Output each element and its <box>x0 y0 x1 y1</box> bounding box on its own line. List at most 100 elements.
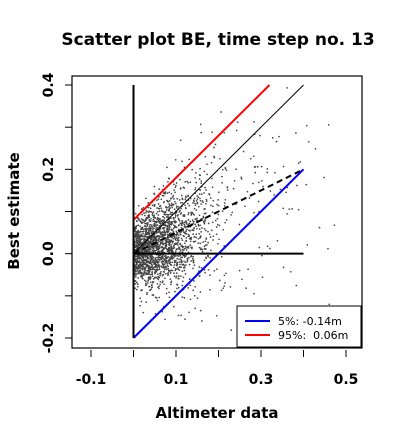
data-point <box>175 272 178 274</box>
data-point <box>238 269 241 272</box>
data-point <box>181 284 184 287</box>
data-point <box>188 222 191 225</box>
data-point <box>307 140 310 143</box>
data-point <box>176 197 179 200</box>
data-point <box>260 165 263 168</box>
data-point <box>199 199 202 202</box>
data-point <box>182 245 185 248</box>
data-point <box>217 199 219 201</box>
data-point <box>183 269 186 272</box>
data-point <box>190 260 192 262</box>
data-point <box>273 194 276 196</box>
data-point <box>142 256 145 259</box>
data-point <box>199 123 202 126</box>
data-point <box>151 212 154 215</box>
data-point <box>189 284 192 287</box>
data-point <box>269 190 272 192</box>
data-point <box>318 226 321 229</box>
data-point <box>172 203 175 206</box>
y-tick-label: -0.2 <box>41 323 57 354</box>
data-point <box>291 208 293 210</box>
data-point <box>178 234 180 236</box>
data-point <box>134 255 137 258</box>
data-point <box>173 183 175 186</box>
data-point <box>160 245 163 248</box>
data-point <box>169 278 172 280</box>
data-point <box>176 257 179 260</box>
data-point <box>185 239 188 242</box>
data-point <box>192 240 195 243</box>
data-point <box>204 186 206 189</box>
data-point <box>159 254 162 257</box>
data-point <box>181 197 184 200</box>
data-point <box>167 224 169 227</box>
data-point <box>158 235 160 238</box>
data-point <box>295 132 297 134</box>
data-point <box>173 275 176 277</box>
data-point <box>209 288 211 291</box>
data-point <box>168 191 171 194</box>
data-point <box>142 277 144 280</box>
data-point <box>139 267 142 270</box>
data-point <box>145 282 147 285</box>
data-point <box>172 305 175 308</box>
data-point <box>253 121 255 123</box>
data-point <box>174 186 177 189</box>
data-point <box>134 283 137 285</box>
data-point <box>168 220 171 222</box>
data-point <box>184 204 186 207</box>
data-point <box>154 259 157 261</box>
data-point <box>156 207 158 209</box>
data-point <box>191 219 194 221</box>
data-point <box>165 266 168 269</box>
data-point <box>162 270 165 273</box>
data-point <box>148 231 150 233</box>
data-point <box>136 285 139 288</box>
data-point <box>271 137 274 139</box>
data-point <box>192 255 194 258</box>
data-point <box>181 219 183 222</box>
data-point <box>140 263 143 266</box>
data-point <box>218 238 220 241</box>
data-point <box>178 269 181 272</box>
data-point <box>192 259 194 262</box>
data-point <box>172 266 175 269</box>
data-point <box>168 226 171 229</box>
data-point <box>189 197 192 200</box>
data-point <box>165 231 167 234</box>
data-point <box>211 221 214 224</box>
data-point <box>200 182 203 184</box>
data-point <box>136 220 138 222</box>
data-point <box>168 258 171 261</box>
data-point <box>161 254 164 257</box>
data-point <box>158 205 161 208</box>
data-point <box>218 224 221 227</box>
data-point <box>224 221 226 224</box>
data-point <box>217 191 220 194</box>
data-point <box>151 281 154 283</box>
data-point <box>170 211 172 214</box>
data-point <box>215 226 218 228</box>
data-point <box>205 189 207 191</box>
data-point <box>282 266 285 269</box>
data-point <box>177 247 179 250</box>
data-point <box>205 229 207 232</box>
data-point <box>274 171 276 174</box>
data-point <box>194 285 197 288</box>
data-point <box>178 277 180 280</box>
data-point <box>137 240 140 243</box>
data-point <box>218 279 221 282</box>
data-point <box>184 195 187 198</box>
data-point <box>221 168 224 171</box>
data-point <box>134 287 137 290</box>
data-point <box>142 245 144 247</box>
data-point <box>141 213 144 216</box>
data-point <box>183 242 186 245</box>
data-point <box>198 228 201 230</box>
data-point <box>179 258 182 261</box>
data-point <box>166 216 168 218</box>
data-point <box>169 197 172 200</box>
data-point <box>147 277 150 280</box>
data-point <box>153 222 156 225</box>
data-point <box>191 211 194 214</box>
